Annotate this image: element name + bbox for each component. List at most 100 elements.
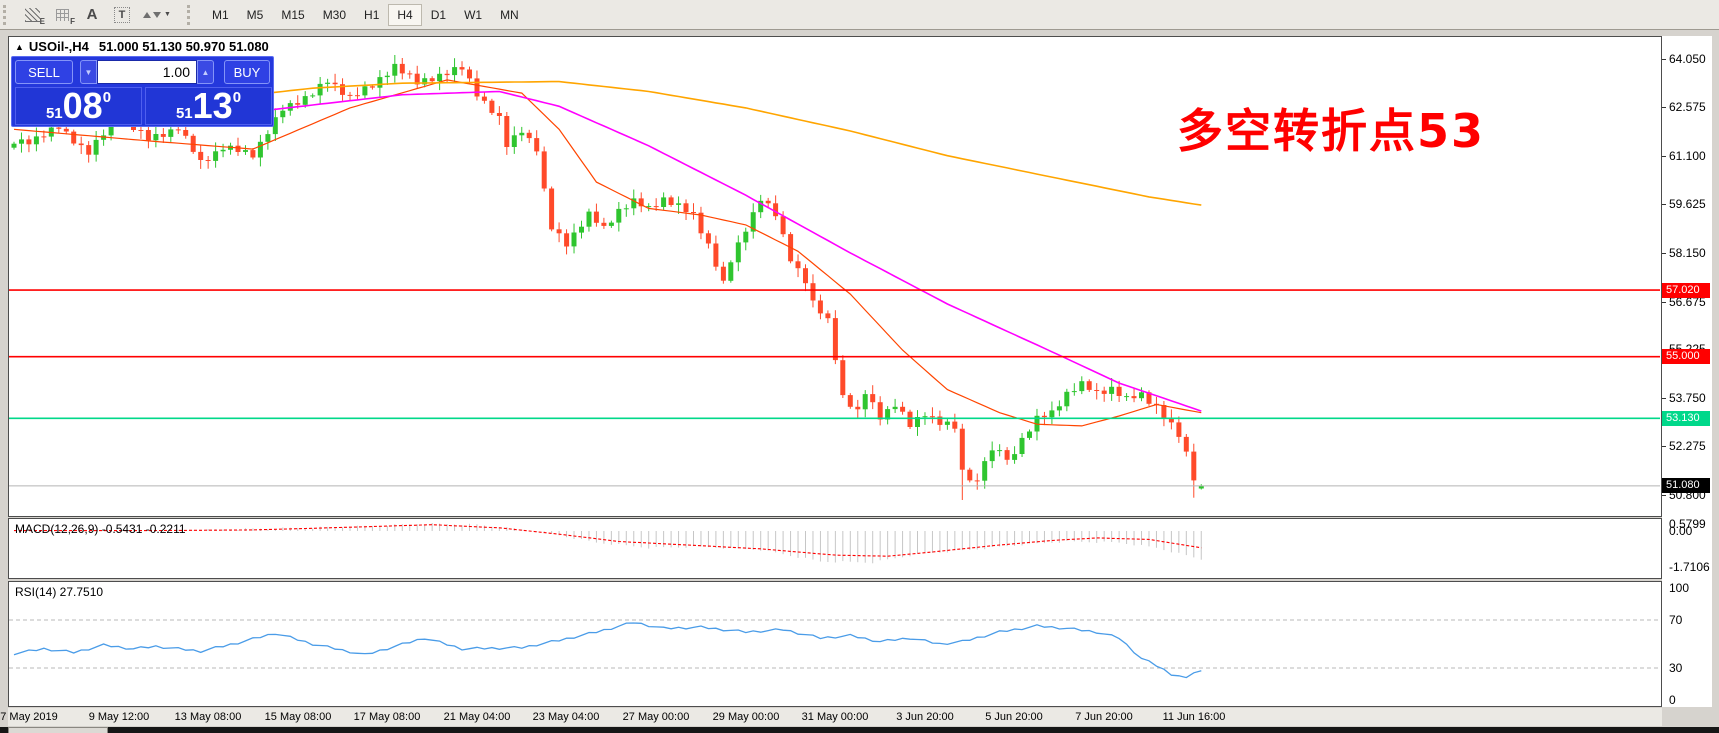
rsi-chart[interactable] <box>9 582 1660 706</box>
hatch-pattern-icon <box>24 7 40 22</box>
timeframe-m5[interactable]: M5 <box>238 4 273 26</box>
rsi-tick-label: 100 <box>1669 581 1690 595</box>
bottom-tab-bar <box>0 727 1719 733</box>
macd-pane[interactable]: MACD(12,26,9) -0.5431 -0.2211 <box>8 518 1662 579</box>
price-tick-label: 62.575 <box>1669 100 1706 114</box>
price-tick-label: 58.150 <box>1669 246 1706 260</box>
time-tick-label: 9 May 12:00 <box>88 711 150 723</box>
chart-title: ▲ USOil-,H4 51.000 51.130 50.970 51.080 <box>15 39 269 54</box>
price-tick-mark <box>1662 156 1666 157</box>
chart-ohlc-values: 51.000 51.130 50.970 51.080 <box>98 39 269 54</box>
price-level-badge: 57.020 <box>1662 283 1710 298</box>
text-label-tool-button[interactable]: A <box>77 3 107 27</box>
timeframe-d1[interactable]: D1 <box>422 4 455 26</box>
buy-button[interactable]: BUY <box>224 60 270 84</box>
candlestick-chart[interactable] <box>9 37 1660 516</box>
price-tick-mark <box>1662 302 1666 303</box>
rsi-tick-label: 70 <box>1669 613 1683 627</box>
time-tick-label: 7 Jun 20:00 <box>1075 711 1133 723</box>
one-click-trading-panel: SELL ▼ ▲ BUY 51 08 0 51 13 0 <box>11 56 274 127</box>
sell-price-prefix: 51 <box>45 105 63 122</box>
price-tick-label: 61.100 <box>1669 149 1706 163</box>
sell-price-big: 08 <box>62 85 103 126</box>
sell-price-sup: 0 <box>102 89 112 106</box>
buy-price-display[interactable]: 51 13 0 <box>145 87 272 125</box>
price-level-badge: 53.130 <box>1662 411 1710 426</box>
sell-price-display[interactable]: 51 08 0 <box>15 87 142 125</box>
toolbar-grip[interactable] <box>3 4 11 25</box>
price-chart-pane[interactable]: ▲ USOil-,H4 51.000 51.130 50.970 51.080 SE… <box>8 36 1662 517</box>
time-tick-label: 21 May 04:00 <box>443 711 511 723</box>
macd-label: MACD(12,26,9) -0.5431 -0.2211 <box>15 522 186 536</box>
rsi-tick-label: 30 <box>1669 661 1683 675</box>
timeframe-m30[interactable]: M30 <box>314 4 355 26</box>
objects-edit-tool-button[interactable]: E <box>17 3 47 27</box>
timeframe-h4[interactable]: H4 <box>388 3 422 26</box>
price-level-badge: 55.000 <box>1662 349 1710 364</box>
price-tick-mark <box>1662 59 1666 60</box>
time-tick-label: 29 May 00:00 <box>712 711 780 723</box>
time-tick-label: 3 Jun 20:00 <box>896 711 954 723</box>
grid-icon <box>55 8 69 21</box>
time-tick-label: 7 May 2019 <box>0 711 58 723</box>
price-tick-label: 53.750 <box>1669 391 1706 405</box>
text-label-icon: A <box>86 6 98 23</box>
macd-tick-label: 0.5799 <box>1669 517 1706 531</box>
timeframe-m1[interactable]: M1 <box>203 4 238 26</box>
price-axis[interactable]: 64.05062.57561.10059.62558.15056.67555.2… <box>1662 36 1712 707</box>
time-tick-label: 17 May 08:00 <box>353 711 421 723</box>
timeframe-m15[interactable]: M15 <box>272 4 313 26</box>
time-tick-label: 23 May 04:00 <box>532 711 600 723</box>
timeframe-h1[interactable]: H1 <box>355 4 388 26</box>
toolbar: E F A T ▼ M1 M5 M15 M30 H1 H4 D1 W1 MN <box>0 0 1719 30</box>
toolbar-separator[interactable] <box>187 4 195 25</box>
dropdown-caret-icon: ▼ <box>164 11 171 18</box>
volume-input[interactable] <box>97 60 197 84</box>
ma-fast-line <box>13 79 1202 427</box>
price-tick-mark <box>1662 253 1666 254</box>
rsi-pane[interactable]: RSI(14) 27.7510 <box>8 581 1662 707</box>
rsi-line <box>13 622 1202 679</box>
buy-price-prefix: 51 <box>175 105 193 122</box>
buy-price-sup: 0 <box>232 89 242 106</box>
time-tick-label: 5 Jun 20:00 <box>985 711 1043 723</box>
current-price-badge: 51.080 <box>1662 478 1710 493</box>
rsi-label: RSI(14) 27.7510 <box>15 585 104 599</box>
price-tick-mark <box>1662 204 1666 205</box>
buy-price-big: 13 <box>192 85 233 126</box>
tool-letter: E <box>39 16 45 26</box>
price-tick-mark <box>1662 398 1666 399</box>
time-tick-label: 31 May 00:00 <box>801 711 869 723</box>
time-tick-label: 15 May 08:00 <box>264 711 332 723</box>
timeframe-w1[interactable]: W1 <box>455 4 491 26</box>
timeframe-mn[interactable]: MN <box>491 4 528 26</box>
volume-decrease-button[interactable]: ▼ <box>80 60 97 84</box>
tool-letter: F <box>70 16 75 26</box>
time-tick-label: 27 May 00:00 <box>622 711 690 723</box>
macd-chart[interactable] <box>9 519 1660 578</box>
chart-symbol: USOil-,H4 <box>28 39 89 54</box>
grid-tool-button[interactable]: F <box>47 3 77 27</box>
collapse-arrow-icon[interactable]: ▲ <box>15 42 24 52</box>
down-triangle-icon <box>153 11 162 18</box>
macd-signal-line <box>14 524 1202 557</box>
macd-tick-label: 0.00 <box>1669 524 1693 538</box>
volume-increase-button[interactable]: ▲ <box>197 60 214 84</box>
time-tick-label: 13 May 08:00 <box>174 711 242 723</box>
text-box-tool-button[interactable]: T <box>107 3 137 27</box>
chart-tab-stub[interactable] <box>8 727 108 733</box>
price-tick-mark <box>1662 107 1666 108</box>
ma-slow-line <box>267 80 1202 206</box>
price-tick-label: 52.275 <box>1669 439 1706 453</box>
price-tick-label: 64.050 <box>1669 52 1706 66</box>
macd-tick-label: -1.7106 <box>1669 560 1710 574</box>
time-axis[interactable]: 7 May 2019 9 May 12:00 13 May 08:00 15 May … <box>0 708 1662 726</box>
time-tick-label: 11 Jun 16:00 <box>1162 711 1226 723</box>
sell-button[interactable]: SELL <box>15 60 73 84</box>
price-tick-label: 59.625 <box>1669 197 1706 211</box>
rsi-tick-label: 0 <box>1669 693 1676 707</box>
color-swap-tool-button[interactable]: ▼ <box>137 3 177 27</box>
price-tick-label: 56.675 <box>1669 295 1706 309</box>
up-triangle-icon <box>143 11 152 18</box>
